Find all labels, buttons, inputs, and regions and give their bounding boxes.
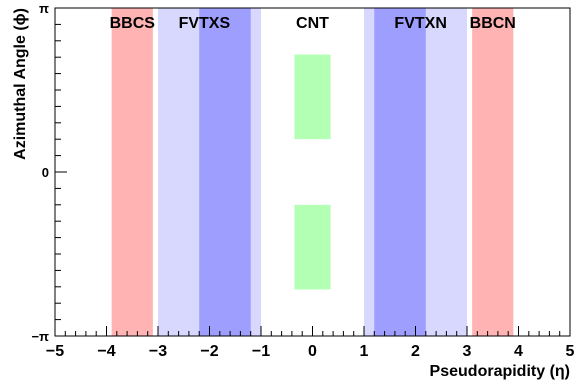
region-bbcn [472, 8, 514, 336]
region-bbcs [111, 8, 153, 336]
y-tick-label: 0 [42, 165, 49, 180]
region-labels: BBCS FVTXS CNT FVTXN BBCN [110, 15, 516, 32]
x-tick-label: −2 [200, 343, 218, 360]
x-tick-label: 5 [566, 343, 575, 360]
region-cnt [294, 54, 331, 140]
detector-regions [111, 8, 514, 336]
region-fvtxs-inner [199, 8, 251, 336]
region-label-fvtxn: FVTXN [394, 15, 446, 32]
x-tick-label: 3 [463, 343, 472, 360]
region-label-bbcn: BBCN [470, 15, 516, 32]
x-tick-label: −5 [46, 343, 64, 360]
region-label-cnt: CNT [296, 15, 329, 32]
region-fvtxn-inner [374, 8, 426, 336]
x-tick-label: −3 [149, 343, 167, 360]
x-tick-label: 4 [514, 343, 523, 360]
y-tick-label: π [39, 1, 49, 16]
y-axis-label: Azimuthal Angle (ϕ) [12, 8, 29, 160]
x-tick-label: −1 [252, 343, 270, 360]
y-tick-label: −π [31, 329, 49, 344]
x-tick-label: −4 [97, 343, 115, 360]
x-tick-label: 2 [411, 343, 420, 360]
x-tick-label: 0 [308, 343, 317, 360]
region-label-bbcs: BBCS [110, 15, 156, 32]
region-cnt-south [294, 204, 331, 290]
x-axis-ticks: −5 −4 −3 −2 −1 0 1 2 3 4 5 [46, 326, 575, 360]
x-tick-label: 1 [360, 343, 369, 360]
y-axis-ticks: −π 0 π [31, 1, 67, 344]
region-label-fvtxs: FVTXS [179, 15, 231, 32]
x-axis-label: Pseudorapidity (η) [430, 363, 570, 380]
